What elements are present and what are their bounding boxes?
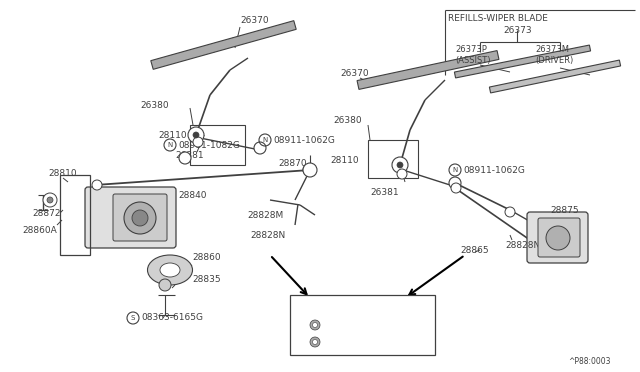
Text: 28840: 28840 [178, 190, 207, 199]
Circle shape [92, 180, 102, 190]
Circle shape [179, 152, 191, 164]
Circle shape [303, 163, 317, 177]
FancyBboxPatch shape [527, 212, 588, 263]
Text: 26381: 26381 [175, 151, 204, 160]
Circle shape [397, 162, 403, 168]
Text: 08911-1062G: 08911-1062G [463, 166, 525, 174]
Text: [1185-0889]: [1185-0889] [300, 304, 356, 312]
Text: 08363-6165G: 08363-6165G [141, 314, 203, 323]
Text: 26373P
(ASSIST): 26373P (ASSIST) [455, 45, 490, 65]
Text: 28873: 28873 [348, 337, 375, 346]
Text: 26380: 26380 [140, 100, 168, 109]
Polygon shape [357, 51, 499, 89]
Text: 26370: 26370 [240, 16, 269, 25]
Circle shape [451, 183, 461, 193]
Circle shape [392, 157, 408, 173]
Text: 28875: 28875 [550, 205, 579, 215]
Text: 28895: 28895 [348, 321, 374, 330]
Ellipse shape [160, 263, 180, 277]
Circle shape [310, 320, 320, 330]
Text: N: N [452, 167, 458, 173]
Circle shape [193, 137, 203, 147]
Text: 28870: 28870 [278, 158, 307, 167]
Text: 08911-1082G: 08911-1082G [178, 141, 240, 150]
Ellipse shape [147, 255, 193, 285]
Text: 28828M: 28828M [247, 211, 284, 219]
Polygon shape [454, 45, 591, 78]
Circle shape [449, 177, 461, 189]
Text: ^P88:0003: ^P88:0003 [568, 357, 611, 366]
Text: 26373: 26373 [503, 26, 532, 35]
Circle shape [312, 340, 317, 344]
Text: 28860A: 28860A [22, 225, 57, 234]
Text: 28810: 28810 [48, 169, 77, 177]
Text: N: N [262, 137, 268, 143]
Polygon shape [490, 60, 621, 93]
Text: S: S [131, 315, 135, 321]
Text: 28828N: 28828N [505, 241, 540, 250]
Text: 28835: 28835 [192, 276, 221, 285]
Text: N: N [168, 142, 173, 148]
Text: 26373M
(DRIVER): 26373M (DRIVER) [535, 45, 573, 65]
Circle shape [254, 142, 266, 154]
Circle shape [505, 207, 515, 217]
FancyBboxPatch shape [85, 187, 176, 248]
Text: 28865: 28865 [460, 246, 488, 254]
FancyBboxPatch shape [538, 218, 580, 257]
Circle shape [546, 226, 570, 250]
Text: 08911-1062G: 08911-1062G [273, 135, 335, 144]
Circle shape [397, 169, 407, 179]
FancyBboxPatch shape [113, 194, 167, 241]
FancyBboxPatch shape [290, 295, 435, 355]
Circle shape [312, 323, 317, 327]
Circle shape [159, 279, 171, 291]
Text: REFILLS-WIPER BLADE: REFILLS-WIPER BLADE [448, 13, 548, 22]
Text: 28860: 28860 [192, 253, 221, 263]
Circle shape [193, 132, 199, 138]
Circle shape [47, 197, 53, 203]
Circle shape [43, 193, 57, 207]
Text: 26370: 26370 [340, 68, 369, 77]
Text: 28110: 28110 [158, 131, 187, 140]
Circle shape [132, 210, 148, 226]
Polygon shape [151, 21, 296, 69]
Circle shape [124, 202, 156, 234]
Circle shape [188, 127, 204, 143]
Bar [368, 140, 418, 178]
Circle shape [303, 165, 313, 175]
Text: 28872: 28872 [32, 208, 61, 218]
Text: 26380: 26380 [333, 115, 362, 125]
Bar [190, 125, 245, 165]
Text: 28110: 28110 [330, 155, 358, 164]
Circle shape [310, 337, 320, 347]
Text: 28828N: 28828N [250, 231, 285, 240]
Text: 26381: 26381 [370, 187, 399, 196]
